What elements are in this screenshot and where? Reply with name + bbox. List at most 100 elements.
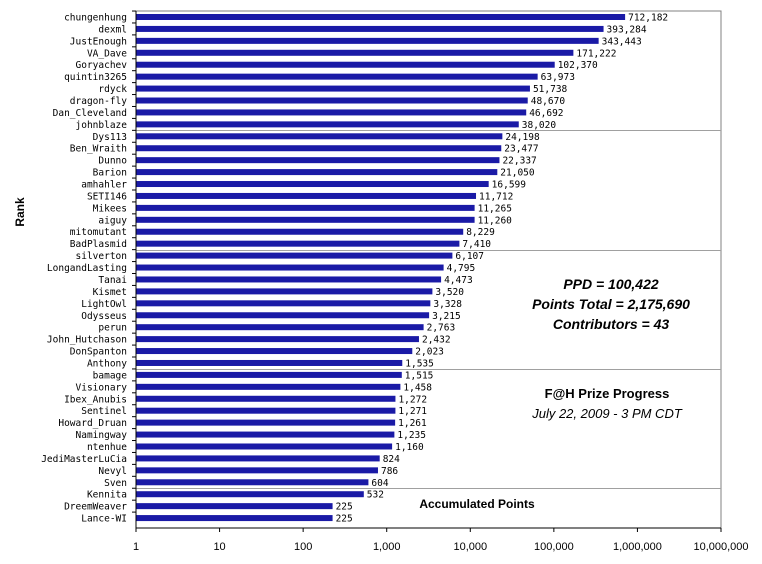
value-label: 11,265 [478,203,512,214]
category-label: JediMasterLuCia [41,454,127,465]
bars [136,14,626,522]
bar [136,169,498,176]
category-label: Lance-WI [81,514,127,525]
bar [136,109,527,116]
value-label: 2,763 [427,323,456,334]
value-label: 786 [381,466,398,477]
value-label: 1,160 [395,442,424,453]
category-label: perun [98,323,127,334]
category-label: Dan_Cleveland [53,108,127,119]
bar [136,157,500,164]
x-tick-label: 100,000 [534,541,574,553]
category-label: BadPlasmid [70,239,127,250]
category-label: Tanai [98,275,127,286]
bar [136,300,431,307]
value-label: 63,973 [541,72,575,83]
value-label: 38,020 [522,120,557,131]
annotation-contributors: Contributors = 43 [553,316,670,332]
x-tick-label: 10,000 [453,541,487,553]
value-label: 1,458 [403,382,432,393]
x-axis-ticks: 1 10 100 1,000 10,000 100,000 1,000,000 10,000,… [133,528,749,553]
bar [136,240,460,247]
annotation-ppd: PPD = 100,422 [563,276,659,292]
value-label: 225 [336,502,353,513]
category-label: DonSpanton [70,347,127,358]
x-tick-label: 100 [294,541,312,553]
value-label: 2,432 [422,335,451,346]
bar [136,133,503,140]
category-label: Mikees [93,203,127,214]
category-label: Visionary [76,382,128,393]
category-label: ntenhue [87,442,127,453]
bar [136,467,378,474]
category-label: Kennita [87,490,127,501]
value-label: 11,260 [478,215,513,226]
value-label: 532 [367,490,384,501]
bar [136,228,464,235]
bar [136,348,413,355]
bar [136,49,574,56]
category-label: Ben_Wraith [70,144,127,155]
bar [136,37,599,44]
value-label: 8,229 [466,227,495,238]
category-label: quintin3265 [64,72,127,83]
category-label: Sentinel [81,406,127,417]
value-label: 23,477 [504,144,538,155]
bar [136,121,519,128]
category-label: Ibex_Anubis [64,394,127,405]
category-label: SETI146 [87,191,127,202]
category-label: chungenhung [64,13,127,24]
x-tick-label: 10,000,000 [693,541,748,553]
bar [136,252,453,259]
value-label: 6,107 [455,251,484,262]
category-label: dragon-fly [70,96,127,107]
category-label: Dys113 [93,132,127,143]
value-label: 1,515 [405,370,434,381]
bar [136,192,477,199]
category-label: aiguy [98,215,127,226]
category-label: Odysseus [81,311,127,322]
bar [136,324,424,331]
category-label: bamage [93,370,128,381]
value-label: 604 [371,478,388,489]
category-label: JustEnough [70,36,127,47]
bar [136,479,369,486]
category-label: LongandLasting [47,263,127,274]
value-labels: 712,182393,284343,443171,222102,37063,97… [336,13,669,525]
bar [136,25,604,32]
bar [136,97,528,104]
category-label: Dunno [98,156,127,167]
x-tick-label: 1,000,000 [613,541,662,553]
bar [136,515,333,522]
bar [136,14,626,20]
bar [136,312,430,319]
bar [136,145,502,152]
value-label: 3,328 [433,299,462,310]
category-label: Kismet [93,287,127,298]
category-label: johnblaze [76,120,128,131]
bar [136,216,475,223]
bar [136,288,433,295]
category-label: Howard_Druan [58,418,127,429]
bar [136,264,444,271]
value-label: 1,535 [405,358,434,369]
bar [136,491,364,498]
annotation-title: F@H Prize Progress [545,386,670,401]
value-label: 225 [336,514,353,525]
bar [136,181,489,188]
category-label: mitomutant [70,227,127,238]
value-label: 21,050 [500,168,535,179]
value-label: 4,795 [447,263,476,274]
bar [136,431,395,438]
value-label: 1,261 [398,418,427,429]
category-label: rdyck [98,84,127,95]
annotation-subtitle: July 22, 2009 - 3 PM CDT [531,406,683,421]
value-label: 3,520 [435,287,464,298]
category-label: Nevyl [98,466,127,477]
category-labels: chungenhungdexmlJustEnoughVA_DaveGoryach… [41,10,136,525]
bar [136,276,442,283]
category-label: Namingway [76,430,128,441]
value-label: 102,370 [558,60,598,71]
bar [136,455,380,462]
